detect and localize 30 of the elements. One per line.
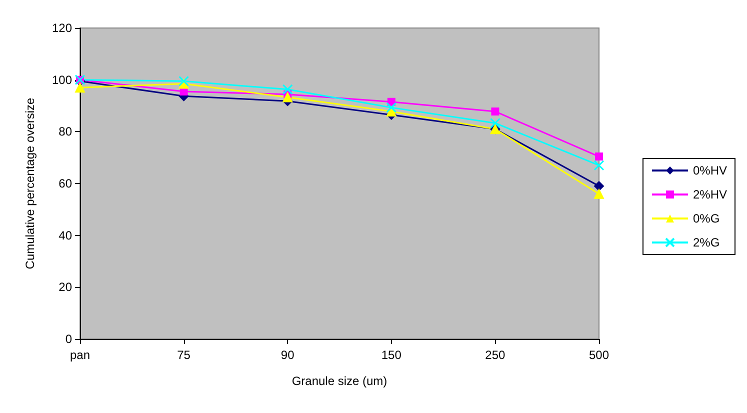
y-tick-label: 80 bbox=[58, 124, 72, 139]
x-tick-label: 75 bbox=[177, 348, 191, 362]
point bbox=[282, 84, 293, 95]
legend-label: 2%G bbox=[692, 236, 720, 250]
x-tick-label: 90 bbox=[280, 348, 295, 362]
x-tick-label: 150 bbox=[381, 348, 402, 362]
point bbox=[75, 82, 85, 93]
x-axis-title: Granule size (um) bbox=[292, 374, 388, 388]
y-tick-label: 40 bbox=[58, 228, 72, 242]
point bbox=[282, 92, 293, 102]
x-tick-label: 250 bbox=[485, 348, 506, 362]
y-tick-label: 0 bbox=[65, 332, 72, 346]
legend-label: 2%HV bbox=[692, 188, 727, 202]
y-axis-title: Cumulative percentage oversize bbox=[23, 97, 37, 270]
x-tick-label: 500 bbox=[588, 348, 610, 362]
point bbox=[178, 76, 190, 86]
y-tick-label: 120 bbox=[52, 21, 72, 35]
legend-label: 0%HV bbox=[692, 164, 727, 178]
point bbox=[595, 152, 603, 161]
point bbox=[490, 118, 500, 128]
x-tick-label: pan bbox=[70, 348, 90, 362]
point bbox=[594, 181, 604, 192]
point bbox=[491, 107, 500, 116]
y-tick-label: 100 bbox=[52, 72, 72, 87]
point bbox=[386, 102, 397, 113]
y-tick-label: 20 bbox=[58, 280, 72, 294]
point bbox=[594, 188, 604, 199]
point bbox=[594, 160, 604, 171]
legend-label: 0%G bbox=[692, 212, 720, 226]
y-tick-label: 60 bbox=[58, 176, 72, 190]
